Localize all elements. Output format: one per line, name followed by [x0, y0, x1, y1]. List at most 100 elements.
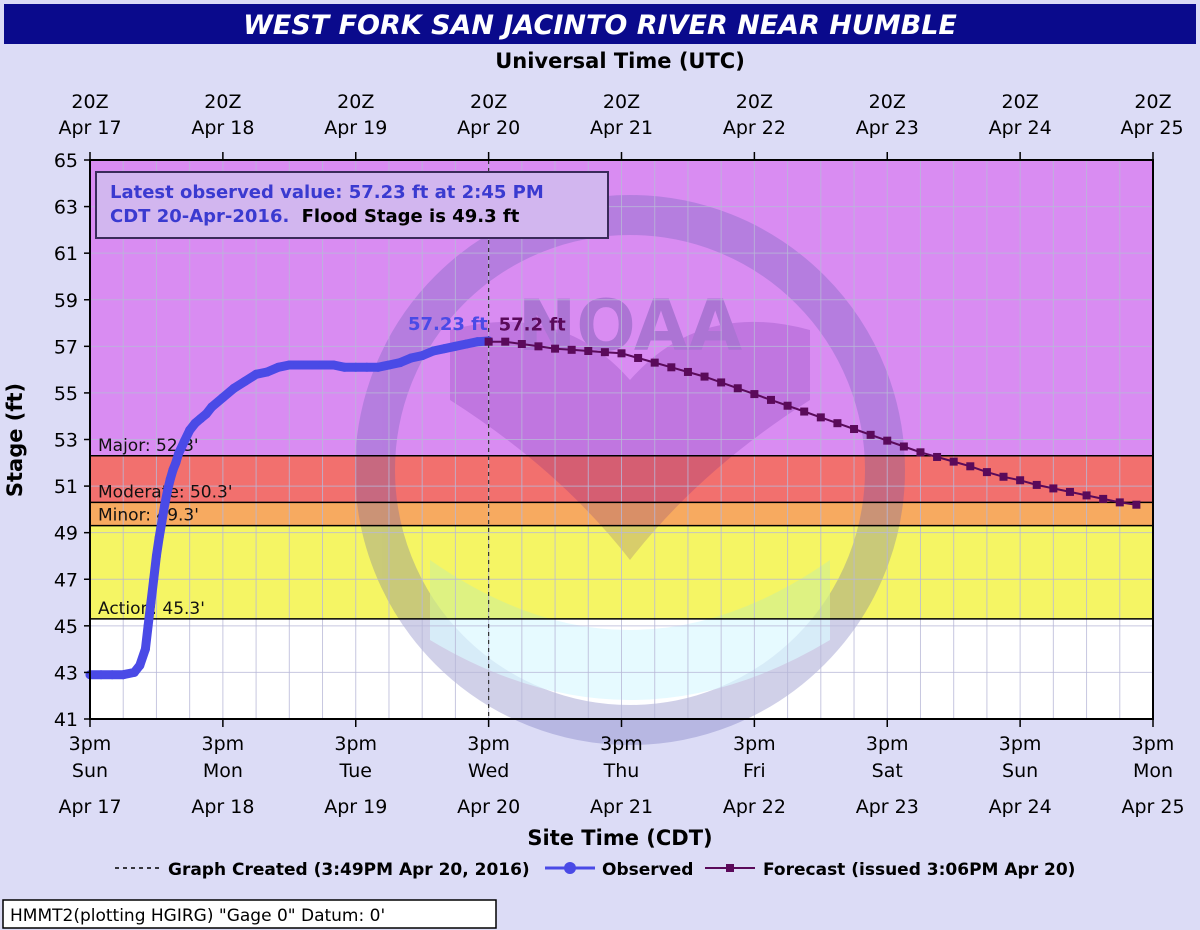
forecast-start-label: 57.2 ft	[499, 315, 567, 336]
observed-point	[340, 362, 350, 372]
x-tick-label-time: 3pm	[202, 733, 245, 755]
top-tick-label-date: Apr 22	[723, 117, 786, 139]
top-tick-label-time: 20Z	[1134, 91, 1171, 113]
top-axis-label: Universal Time (UTC)	[495, 49, 745, 73]
x-tick-label-date: Apr 20	[457, 796, 520, 818]
observed-point	[362, 362, 372, 372]
x-tick-label-time: 3pm	[733, 733, 776, 755]
info-line-2-date: CDT 20-Apr-2016.	[110, 206, 289, 227]
x-tick-label-time: 3pm	[600, 733, 643, 755]
forecast-line	[488, 340, 1137, 506]
legend-observed: Observed	[602, 860, 693, 880]
flood-label-minor: Minor: 49.3'	[98, 506, 199, 526]
legend-forecast: Forecast (issued 3:06PM Apr 20)	[763, 860, 1075, 880]
forecast-point	[1132, 500, 1141, 509]
x-tick-label-day: Fri	[743, 760, 766, 782]
x-tick-label-day: Sun	[72, 760, 108, 782]
top-tick-label-time: 20Z	[736, 91, 773, 113]
forecast-point	[584, 346, 593, 355]
top-tick-label-time: 20Z	[337, 91, 374, 113]
x-tick-label-day: Tue	[339, 760, 372, 782]
x-tick-label-date: Apr 17	[58, 796, 121, 818]
observed-point	[251, 369, 261, 379]
forecast-point	[1099, 494, 1108, 503]
forecast-point	[899, 442, 908, 451]
observed-point	[160, 500, 170, 510]
x-tick-label-date: Apr 18	[191, 796, 254, 818]
observed-point	[461, 339, 471, 349]
y-tick-label: 59	[54, 290, 78, 312]
observed-point	[450, 341, 460, 351]
forecast-point	[1032, 480, 1041, 489]
observed-point	[318, 360, 328, 370]
x-tick-label-day: Wed	[468, 760, 509, 782]
x-tick-label-date: Apr 24	[989, 796, 1052, 818]
latest-observed-info-box: Latest observed value: 57.23 ft at 2:45 …	[95, 171, 609, 239]
y-tick-label: 63	[54, 197, 78, 219]
forecast-point	[1065, 487, 1074, 496]
forecast-point	[567, 345, 576, 354]
forecast-point	[966, 462, 975, 471]
top-tick-label-date: Apr 21	[590, 117, 653, 139]
y-tick-label: 41	[54, 709, 78, 731]
forecast-point	[1016, 476, 1025, 485]
top-tick-label-date: Apr 24	[989, 117, 1052, 139]
forecast-point	[634, 353, 643, 362]
observed-point	[165, 474, 175, 484]
forecast-point	[883, 436, 892, 445]
y-axis-label: Stage (ft)	[3, 383, 27, 497]
x-tick-label-time: 3pm	[334, 733, 377, 755]
observed-point	[229, 383, 239, 393]
observed-point	[262, 367, 272, 377]
forecast-point	[484, 337, 493, 346]
top-tick-label-time: 20Z	[71, 91, 108, 113]
legend-forecast-marker	[726, 864, 734, 872]
top-tick-label-time: 20Z	[869, 91, 906, 113]
y-tick-label: 47	[54, 569, 78, 591]
forecast-point	[551, 344, 560, 353]
forecast-point	[982, 468, 991, 477]
top-tick-label-date: Apr 18	[191, 117, 254, 139]
forecast-point	[1049, 484, 1058, 493]
observed-point	[439, 344, 449, 354]
forecast-point	[667, 363, 676, 372]
chart-title: WEST FORK SAN JACINTO RIVER NEAR HUMBLE	[243, 10, 957, 41]
legend: Graph Created (3:49PM Apr 20, 2016) Obse…	[115, 860, 1075, 880]
observed-point	[218, 393, 228, 403]
observed-point	[185, 425, 195, 435]
legend-graph-created: Graph Created (3:49PM Apr 20, 2016)	[168, 860, 530, 880]
top-tick-label-date: Apr 20	[457, 117, 520, 139]
x-tick-label-date: Apr 23	[856, 796, 919, 818]
forecast-point	[783, 401, 792, 410]
forecast-point	[1082, 491, 1091, 500]
observed-point	[151, 551, 161, 561]
observed-point	[384, 360, 394, 370]
footer-info-text: HMMT2(plotting HGIRG) "Gage 0" Datum: 0'	[10, 906, 385, 926]
y-tick-label: 53	[54, 430, 78, 452]
observed-point	[135, 660, 145, 670]
observed-point	[163, 486, 173, 496]
top-tick-label-time: 20Z	[603, 91, 640, 113]
x-tick-label-day: Sun	[1002, 760, 1038, 782]
observed-point	[149, 574, 159, 584]
observed-point	[146, 598, 156, 608]
observed-point	[295, 360, 305, 370]
observed-point	[329, 360, 339, 370]
x-tick-label-date: Apr 19	[324, 796, 387, 818]
forecast-point	[999, 472, 1008, 481]
observed-point	[118, 670, 128, 680]
top-tick-label-time: 20Z	[470, 91, 507, 113]
forecast-point	[517, 340, 526, 349]
observed-point	[174, 448, 184, 458]
observed-point	[140, 644, 150, 654]
x-tick-label-day: Sat	[872, 760, 903, 782]
observed-point	[373, 362, 383, 372]
top-tick-label-date: Apr 17	[58, 117, 121, 139]
forecast-point	[717, 378, 726, 387]
forecast-point	[850, 425, 859, 434]
y-tick-label: 57	[54, 336, 78, 358]
forecast-point	[617, 349, 626, 358]
forecast-point	[766, 395, 775, 404]
observed-point	[107, 670, 117, 680]
footer-info-box	[2, 899, 497, 929]
